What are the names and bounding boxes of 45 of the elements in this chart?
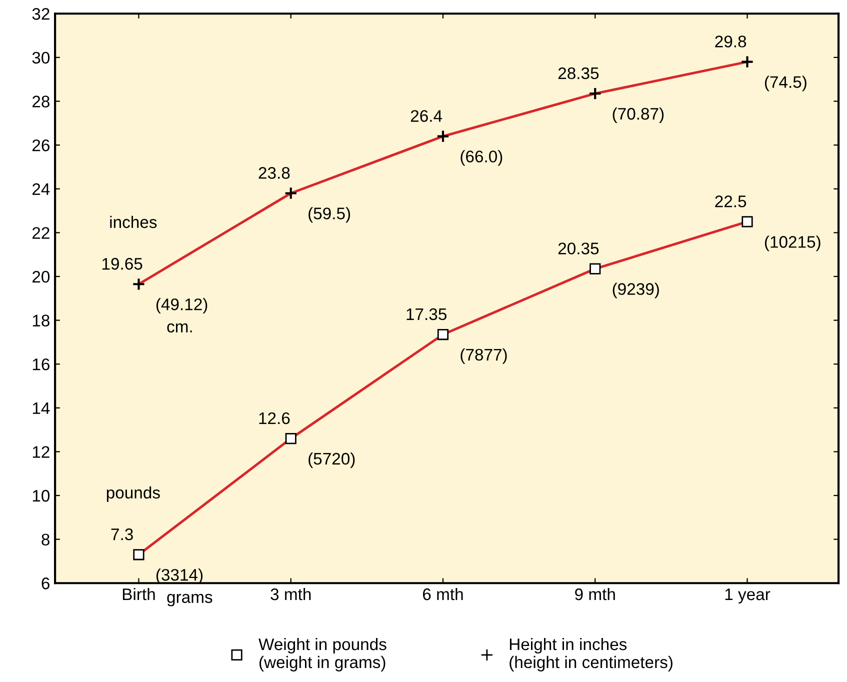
data-label: 23.8: [258, 167, 290, 179]
data-label: 26.4: [410, 110, 442, 122]
data-label: 28.35: [558, 67, 599, 80]
annotation: (66.0): [460, 150, 502, 166]
data-label: 7.3: [111, 528, 133, 540]
text: grams: [167, 594, 212, 606]
x-tick-label: 9 mth: [575, 588, 615, 600]
data-label: 20.35: [558, 242, 599, 254]
annotation: (10215): [764, 236, 820, 252]
y-tick-label: 32: [32, 8, 50, 20]
annotation: (3314): [156, 568, 203, 584]
x-tick-label: 3 mth: [270, 588, 311, 600]
x-tick-label: 1 year: [725, 588, 770, 604]
annotation: (59.5): [308, 207, 350, 223]
annotation: (74.5): [764, 76, 806, 92]
x-tick-label: Birth: [122, 588, 155, 600]
legend-label: Weight in pounds (weight in grams): [258, 638, 386, 672]
annotation: (9239): [612, 282, 659, 298]
annotation: (5720): [308, 452, 355, 468]
annotation: (70.87): [612, 107, 664, 123]
y-tick-label: 20: [32, 270, 50, 283]
y-tick-label: 24: [32, 183, 50, 195]
data-label: 17.35: [406, 308, 446, 320]
y-tick-label: 6: [42, 578, 50, 590]
y-tick-label: 10: [32, 490, 50, 502]
y-tick-label: 26: [32, 139, 50, 152]
data-label: 19.65: [102, 258, 142, 270]
y-tick-label: 30: [32, 52, 50, 64]
data-label: 22.5: [715, 196, 746, 208]
y-tick-label: 16: [32, 358, 50, 370]
annotation: inches: [110, 216, 157, 228]
data-label: 12.6: [259, 412, 290, 424]
y-tick-label: 18: [32, 314, 50, 326]
y-tick-label: 28: [32, 96, 50, 108]
annotation: pounds: [106, 486, 160, 502]
legend-label: Height in inches (height in centimeters): [510, 638, 672, 672]
data-label: 29.8: [715, 36, 746, 48]
y-tick-label: 8: [42, 534, 50, 546]
x-tick-label: 6 mth: [422, 588, 463, 600]
y-tick-label: 22: [32, 227, 50, 239]
y-tick-label: 12: [32, 446, 50, 458]
annotation: (49.12): [156, 298, 208, 314]
annotation: cm.: [167, 323, 192, 332]
annotation: (7877): [460, 348, 507, 364]
y-tick-label: 14: [32, 402, 50, 414]
